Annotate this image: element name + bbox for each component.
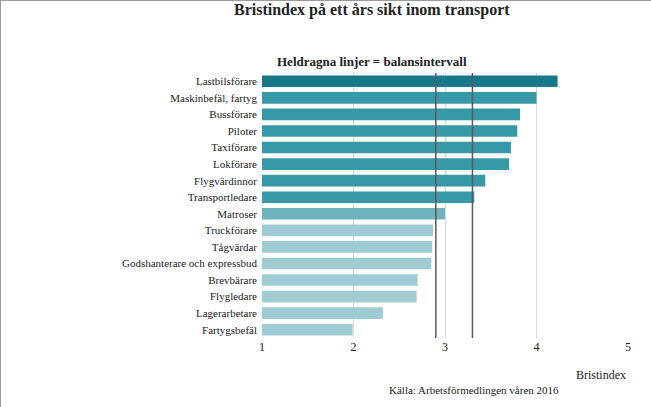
svg-text:4: 4 <box>534 340 540 354</box>
svg-text:Flygledare: Flygledare <box>210 290 257 302</box>
svg-text:Källa: Arbetsförmedlingen våre: Källa: Arbetsförmedlingen våren 2016 <box>389 384 559 396</box>
svg-text:Tågvärdar: Tågvärdar <box>212 241 258 253</box>
svg-text:Maskinbefäl, fartyg: Maskinbefäl, fartyg <box>170 92 257 104</box>
svg-text:Bristindex: Bristindex <box>576 368 626 382</box>
svg-text:Matroser: Matroser <box>217 208 257 220</box>
svg-text:5: 5 <box>625 340 631 354</box>
svg-text:Brevbärare: Brevbärare <box>208 274 257 286</box>
svg-text:Lastbilsförare: Lastbilsförare <box>196 75 257 87</box>
svg-text:Transportledare: Transportledare <box>188 191 257 203</box>
svg-text:Lagerarbetare: Lagerarbetare <box>196 307 257 319</box>
svg-text:3: 3 <box>442 340 448 354</box>
svg-text:Piloter: Piloter <box>228 125 258 137</box>
svg-text:Lokförare: Lokförare <box>213 158 257 170</box>
svg-text:Godshanterare och expressbud: Godshanterare och expressbud <box>122 257 258 269</box>
svg-text:Bristindex på ett års sikt ino: Bristindex på ett års sikt inom transpor… <box>234 1 510 19</box>
svg-text:1: 1 <box>259 340 265 354</box>
svg-text:Fartygsbefäl: Fartygsbefäl <box>202 324 257 336</box>
svg-text:Bussförare: Bussförare <box>209 108 257 120</box>
svg-text:Flygvärdinnor: Flygvärdinnor <box>194 175 257 187</box>
svg-text:Heldragna linjer = balansinter: Heldragna linjer = balansintervall <box>277 54 467 69</box>
svg-text:Taxiförare: Taxiförare <box>211 141 257 153</box>
svg-text:Truckförare: Truckförare <box>205 224 257 236</box>
svg-text:2: 2 <box>351 340 357 354</box>
